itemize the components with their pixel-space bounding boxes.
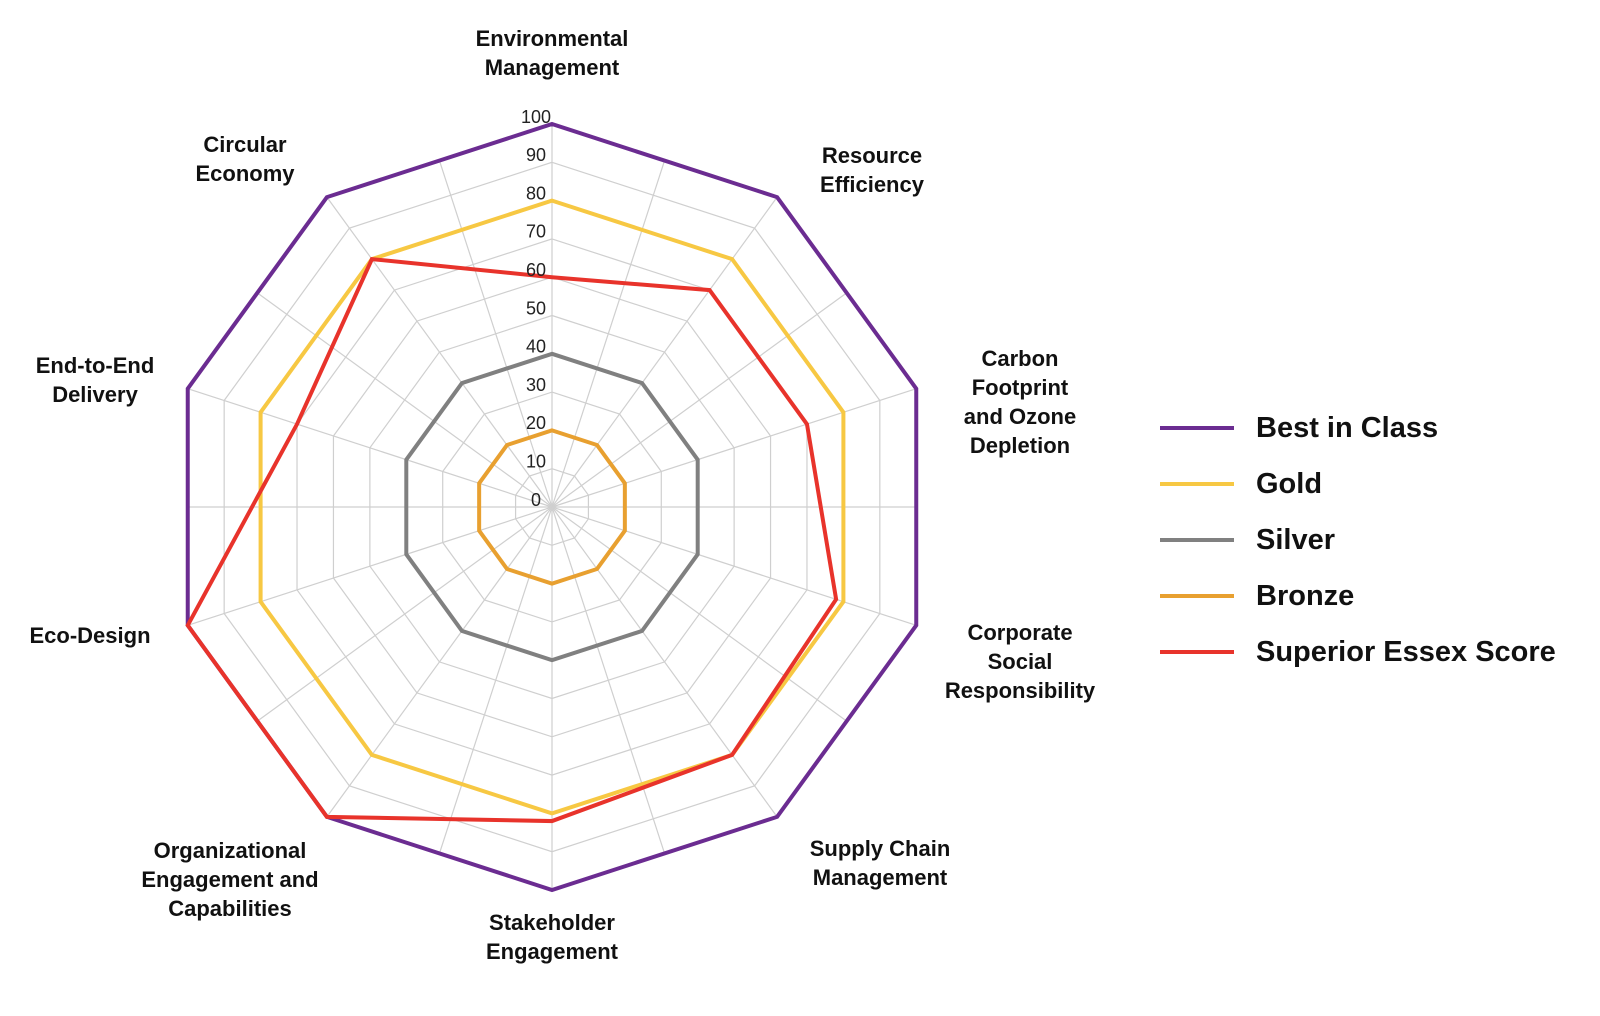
- grid-layer: [187, 123, 917, 891]
- axis-label: End-to-End Delivery: [36, 353, 155, 407]
- axis-label: Environmental Management: [476, 26, 629, 80]
- legend-label: Silver: [1256, 523, 1335, 556]
- grid-spoke: [256, 506, 553, 722]
- axis-label: Eco-Design: [29, 623, 150, 648]
- grid-spoke: [438, 506, 553, 854]
- grid-spoke: [326, 196, 553, 508]
- grid-spoke: [551, 292, 848, 508]
- legend-swatch: [1160, 426, 1234, 430]
- grid-spoke: [551, 506, 848, 722]
- axis-label: Carbon Footprint and Ozone Depletion: [964, 346, 1076, 458]
- series-gold: [258, 198, 846, 816]
- legend-item: Bronze: [1160, 568, 1556, 624]
- series-best-in-class: [185, 121, 919, 893]
- legend-item: Superior Essex Score: [1160, 624, 1556, 680]
- legend-label: Gold: [1256, 467, 1323, 500]
- tick-label: 0: [531, 490, 541, 510]
- series-superior-essex-score: [185, 256, 839, 824]
- grid-spoke: [187, 506, 553, 626]
- tick-label: 90: [526, 145, 546, 165]
- series-silver: [404, 351, 700, 663]
- axis-label: Circular Economy: [195, 132, 295, 186]
- legend-label: Superior Essex Score: [1256, 635, 1556, 668]
- tick-label: 50: [526, 298, 546, 318]
- grid-spoke: [551, 506, 778, 818]
- grid-spoke: [551, 506, 666, 854]
- grid-spoke: [551, 506, 917, 626]
- legend-item: Silver: [1160, 512, 1556, 568]
- legend-swatch: [1160, 594, 1234, 598]
- grid-spoke: [187, 388, 553, 508]
- legend-item: Best in Class: [1160, 400, 1556, 456]
- legend-label: Bronze: [1256, 579, 1355, 612]
- chart-legend: Best in Class Gold Silver Bronze Superior Es…: [1160, 400, 1556, 680]
- grid-spoke: [326, 506, 553, 818]
- grid-spoke: [551, 160, 666, 508]
- tick-label: 40: [526, 337, 546, 357]
- tick-label: 60: [526, 260, 546, 280]
- tick-label: 100: [521, 107, 551, 127]
- grid-spoke: [551, 196, 778, 508]
- tick-label: 20: [526, 413, 546, 433]
- series-layer: [185, 121, 919, 893]
- tick-label: 10: [526, 451, 546, 471]
- grid-spoke: [551, 388, 917, 508]
- axis-label: Supply Chain Management: [810, 836, 951, 890]
- grid-spoke: [256, 292, 553, 508]
- tick-labels: 0 10 20 30 40 50 60 70 80 90 100: [521, 107, 551, 510]
- tick-label: 70: [526, 222, 546, 242]
- legend-swatch: [1160, 482, 1234, 486]
- legend-swatch: [1160, 538, 1234, 542]
- axis-label: Resource Efficiency: [820, 143, 925, 197]
- series-bronze: [477, 428, 627, 586]
- legend-item: Gold: [1160, 456, 1556, 512]
- legend-swatch: [1160, 650, 1234, 654]
- axis-labels: Environmental Management Resource Efficienc…: [29, 26, 1095, 964]
- axis-label: Stakeholder Engagement: [486, 910, 619, 964]
- axis-label: Corporate Social Responsibility: [945, 620, 1096, 703]
- grid-spoke: [438, 160, 553, 508]
- tick-label: 30: [526, 375, 546, 395]
- legend-label: Best in Class: [1256, 411, 1439, 444]
- tick-label: 80: [526, 183, 546, 203]
- axis-label: Organizational Engagement and Capabilities: [141, 838, 318, 921]
